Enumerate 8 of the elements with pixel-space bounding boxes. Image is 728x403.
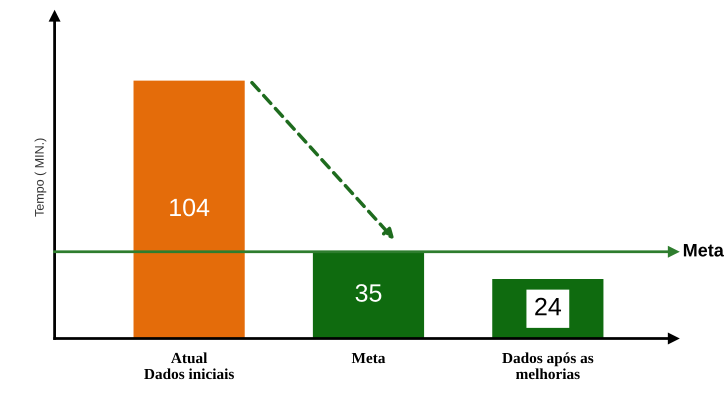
data-label: 35 xyxy=(356,284,382,302)
data-label: 24 xyxy=(535,298,562,316)
x-tick-label: Dados após as melhorias xyxy=(502,352,594,380)
x-tick-label: Meta xyxy=(352,353,386,364)
y-axis-title: Tempo ( MIN.) xyxy=(34,138,46,217)
x-tick-label: Atual Dados iniciais xyxy=(144,352,234,380)
data-label: 104 xyxy=(170,198,210,216)
ref-line-label: Meta xyxy=(684,244,724,257)
